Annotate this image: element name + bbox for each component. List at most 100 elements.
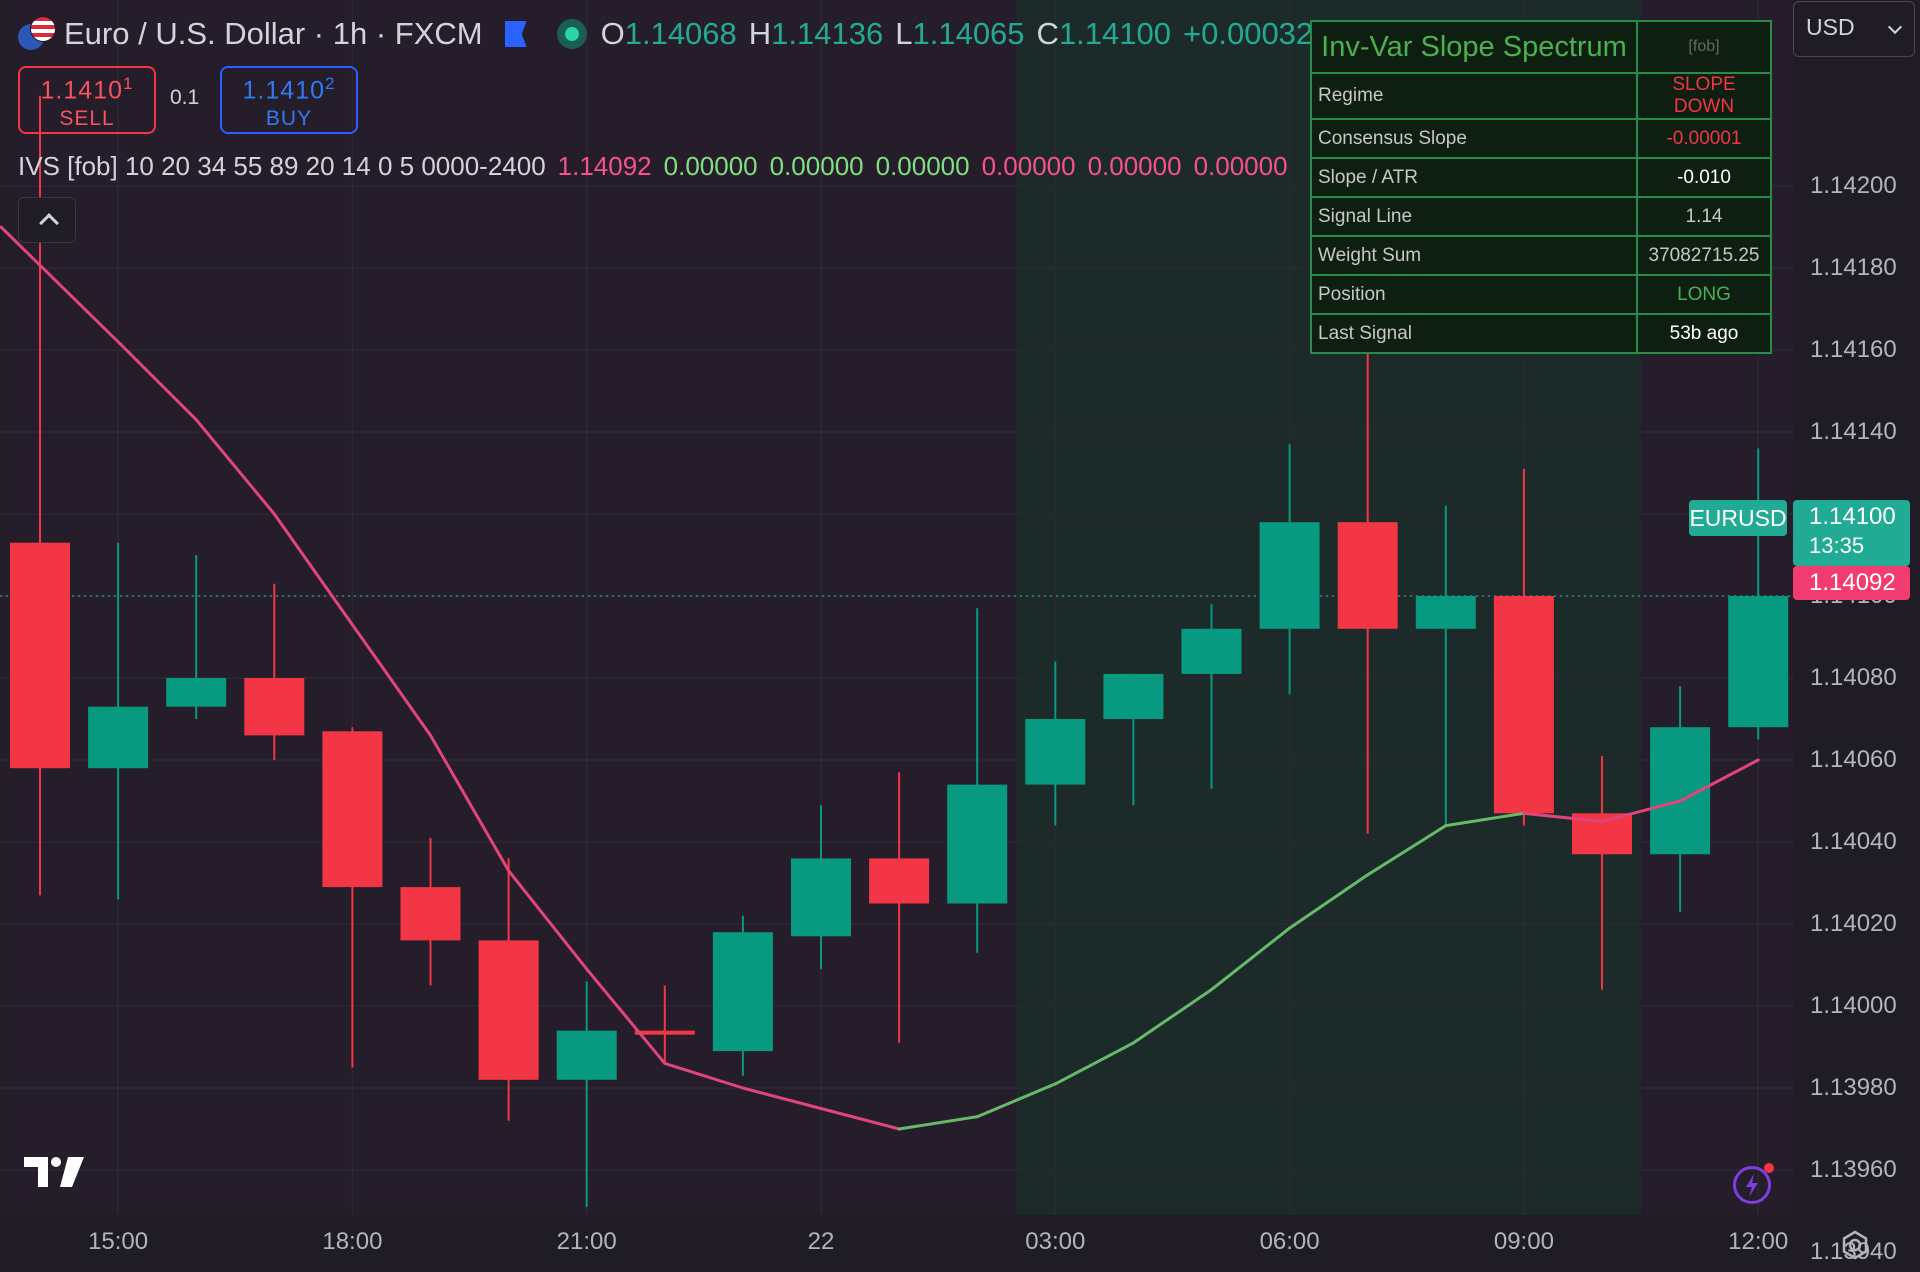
time-tick-label: 09:00: [1493, 1228, 1554, 1255]
indicator-table: Inv-Var Slope Spectrum [fob] Regime SLOPE…: [1310, 20, 1772, 354]
sell-price: 1.1410: [40, 76, 123, 105]
table-row: Regime SLOPE DOWN: [1310, 72, 1772, 120]
buy-pip: 2: [325, 74, 336, 93]
price-tick-label: 1.14060: [1810, 746, 1897, 773]
chart-header: Euro / U.S. Dollar · 1h · FXCM O 1.14068 …: [18, 12, 1448, 56]
bookmark-flag-icon[interactable]: [504, 21, 527, 47]
price-axis[interactable]: [1793, 0, 1920, 1215]
candle-body: [1025, 719, 1086, 785]
open-value: 1.14068: [624, 16, 737, 51]
signal-line-segment: [429, 733, 511, 873]
settings-gear-icon[interactable]: [1840, 1230, 1870, 1260]
signal-line-segment: [663, 1061, 745, 1090]
low-label: L: [895, 16, 913, 51]
row-key: Regime: [1310, 72, 1638, 120]
table-row: Last Signal 53b ago: [1310, 313, 1772, 354]
price-tick-label: 1.14200: [1810, 172, 1897, 199]
signal-line-segment: [350, 623, 432, 737]
row-value: 37082715.25: [1636, 235, 1772, 276]
signal-line-segment: [1210, 926, 1292, 992]
signal-line-segment: [1053, 1041, 1135, 1086]
order-quantity[interactable]: 0.1: [170, 86, 200, 109]
close-value: 1.14100: [1058, 16, 1171, 51]
candle-body: [400, 887, 461, 941]
indicator-name[interactable]: IVS [fob] 10 20 34 55 89 20 14 0 5 0000-…: [18, 151, 546, 181]
candle-body: [244, 678, 305, 736]
row-value: SLOPE DOWN: [1636, 72, 1772, 120]
time-tick-label: 22: [807, 1228, 835, 1255]
signal-line-segment: [1444, 811, 1526, 828]
candle-body: [1103, 673, 1164, 719]
buy-button[interactable]: 1.14102 BUY: [220, 66, 358, 134]
low-value: 1.14065: [912, 16, 1025, 51]
row-value: 53b ago: [1636, 313, 1772, 354]
candle-body: [712, 932, 773, 1052]
candle-body: [1493, 596, 1554, 814]
candle-body: [1728, 596, 1789, 728]
candle-body: [634, 1030, 695, 1035]
symbol-price-tag: EURUSD: [1689, 500, 1787, 536]
signal-line-segment: [194, 418, 276, 516]
price-tick-label: 1.13960: [1810, 1156, 1897, 1183]
currency-label: USD: [1806, 14, 1855, 40]
signal-line-segment: [585, 967, 667, 1065]
signal-line-segment: [0, 225, 120, 344]
table-row: Consensus Slope -0.00001: [1310, 118, 1772, 159]
row-key: Last Signal: [1310, 313, 1638, 354]
candle-body: [1415, 596, 1476, 629]
signal-line-segment: [1600, 799, 1682, 823]
row-value: -0.00001: [1636, 118, 1772, 159]
candle-body: [1181, 628, 1242, 674]
row-key: Weight Sum: [1310, 235, 1638, 276]
currency-flag-icon: [18, 16, 56, 52]
indicator-value: 0.00000: [1193, 151, 1288, 181]
symbol-title[interactable]: Euro / U.S. Dollar · 1h · FXCM: [64, 16, 483, 51]
candle-body: [10, 542, 70, 769]
price-tick-label: 1.14080: [1810, 664, 1897, 691]
currency-select[interactable]: USD: [1793, 1, 1915, 57]
candle-body: [88, 706, 149, 769]
table-row: Position LONG: [1310, 274, 1772, 315]
time-tick-label: 21:00: [556, 1228, 617, 1255]
collapse-legend-button[interactable]: [18, 197, 76, 243]
buy-price: 1.1410: [242, 76, 325, 105]
last-price-value: 1.14100: [1809, 503, 1896, 530]
candle-body: [947, 784, 1008, 904]
table-row: Signal Line 1.14: [1310, 196, 1772, 237]
candle-body: [791, 858, 851, 937]
price-tick-label: 1.14040: [1810, 828, 1897, 855]
price-tick-label: 1.13940: [1810, 1238, 1897, 1265]
row-key: Position: [1310, 274, 1638, 315]
table-title: Inv-Var Slope Spectrum: [1310, 20, 1638, 74]
lightning-icon[interactable]: [1733, 1163, 1774, 1204]
row-key: Slope / ATR: [1310, 157, 1638, 198]
signal-line-segment: [741, 1086, 823, 1110]
indicator-value: 0.00000: [663, 151, 758, 181]
signal-line-segment: [507, 869, 589, 971]
time-tick-label: 03:00: [1025, 1228, 1086, 1255]
candle-body: [869, 858, 930, 904]
sell-pip: 1: [123, 74, 134, 93]
time-tick-label: 18:00: [322, 1228, 383, 1255]
indicator-legend[interactable]: IVS [fob] 10 20 34 55 89 20 14 0 5 0000-…: [18, 151, 1288, 182]
last-price-tag: 1.14100 13:35: [1793, 500, 1910, 566]
sell-button[interactable]: 1.14101 SELL: [18, 66, 156, 134]
signal-line-segment: [1131, 988, 1213, 1045]
signal-line-segment: [1522, 811, 1604, 823]
indicator-value: 1.14092: [557, 151, 652, 181]
price-tick-label: 1.14180: [1810, 254, 1897, 281]
signal-line-segment: [1678, 758, 1760, 803]
row-key: Consensus Slope: [1310, 118, 1638, 159]
signal-line-segment: [272, 512, 354, 627]
market-open-icon: [556, 19, 587, 49]
row-value: 1.14: [1636, 196, 1772, 237]
time-axis[interactable]: [0, 1215, 1920, 1272]
candle-body: [1337, 522, 1398, 629]
indicator-value: 0.00000: [875, 151, 970, 181]
signal-price-tag: 1.14092: [1793, 566, 1910, 600]
price-tick-label: 1.14140: [1810, 418, 1897, 445]
row-key: Signal Line: [1310, 196, 1638, 237]
tradingview-logo-icon[interactable]: [24, 1153, 88, 1187]
price-tick-label: 1.14160: [1810, 336, 1897, 363]
